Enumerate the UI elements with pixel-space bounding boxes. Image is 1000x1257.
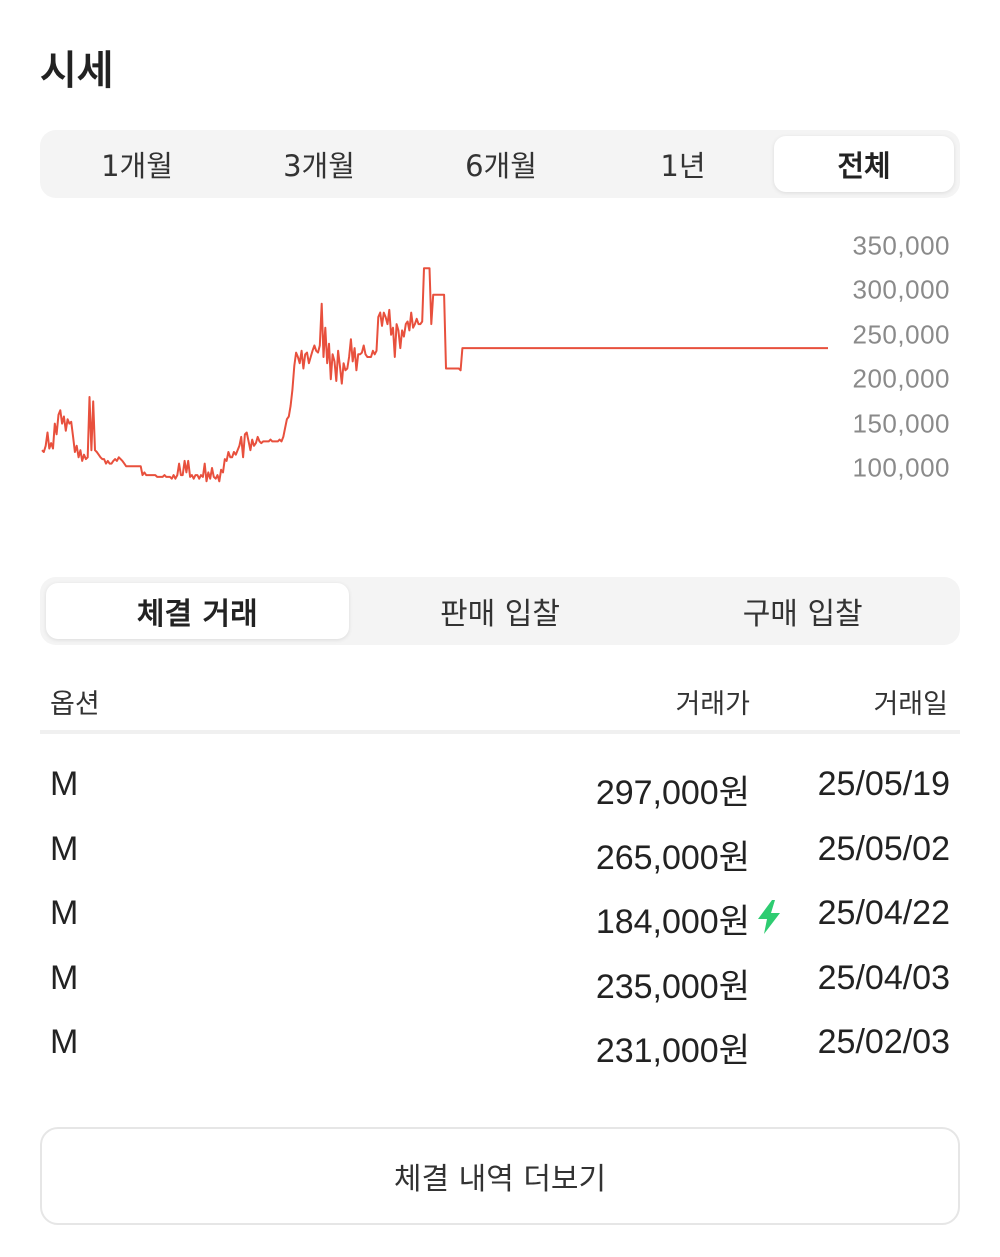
- tab-all[interactable]: 전체: [774, 136, 954, 192]
- row-date: 25/02/03: [817, 1023, 950, 1061]
- table-header: 옵션 거래가 거래일: [40, 672, 960, 734]
- row-price: 235,000원: [595, 967, 750, 1006]
- trade-tabs: 체결 거래 판매 입찰 구매 입찰: [40, 577, 960, 645]
- header-option: 옵션: [50, 689, 100, 720]
- row-date: 25/04/03: [817, 958, 950, 997]
- price-chart[interactable]: 350,000 300,000 250,000 200,000 150,000 100,0…: [40, 225, 960, 515]
- row-option: M: [50, 829, 79, 868]
- page-title: 시세: [40, 48, 114, 94]
- row-date: 25/05/02: [817, 829, 950, 868]
- row-option: M: [50, 958, 79, 997]
- view-more-trades-button[interactable]: 체결 내역 더보기: [40, 1127, 960, 1225]
- trade-list: M 297,000원 25/05/19 M 265,000원 25/05/02 …: [40, 755, 960, 1078]
- table-row: M 265,000원 25/05/02: [40, 820, 960, 885]
- row-option: M: [50, 1023, 79, 1061]
- lightning-icon: [758, 900, 780, 934]
- header-date: 거래일: [873, 689, 948, 720]
- table-row: M 231,000원 25/02/03: [40, 1013, 960, 1078]
- y-tick-label: 100,000: [852, 452, 950, 483]
- row-price: 265,000원: [595, 838, 750, 877]
- y-tick-label: 250,000: [852, 319, 950, 350]
- y-tick-label: 350,000: [852, 230, 950, 261]
- tab-sell-bids[interactable]: 판매 입찰: [440, 597, 560, 632]
- y-tick-label: 150,000: [852, 408, 950, 439]
- header-price: 거래가: [675, 689, 750, 720]
- tab-3-months[interactable]: 3개월: [283, 149, 355, 183]
- y-tick-label: 200,000: [852, 363, 950, 394]
- row-option: M: [50, 765, 79, 803]
- row-date: 25/05/19: [817, 765, 950, 803]
- tab-1-month[interactable]: 1개월: [101, 149, 173, 183]
- row-price: 231,000원: [595, 1032, 750, 1070]
- period-tabs: 1개월 3개월 6개월 1년 전체: [40, 130, 960, 198]
- tab-completed-trades[interactable]: 체결 거래: [46, 583, 349, 639]
- price-chart-plot: [41, 267, 828, 483]
- table-row: M 235,000원 25/04/03: [40, 949, 960, 1014]
- row-date: 25/04/22: [817, 894, 950, 932]
- table-row: M 297,000원 25/05/19: [40, 755, 960, 820]
- tab-6-months[interactable]: 6개월: [465, 149, 537, 183]
- row-price: 184,000원: [595, 903, 750, 941]
- row-option: M: [50, 894, 79, 932]
- tab-1-year[interactable]: 1년: [660, 149, 706, 183]
- tab-buy-bids[interactable]: 구매 입찰: [742, 597, 863, 632]
- price-series-line: [41, 267, 828, 483]
- row-price: 297,000원: [595, 774, 750, 812]
- table-row: M 184,000원 25/04/22: [40, 884, 960, 949]
- y-tick-label: 300,000: [852, 274, 950, 305]
